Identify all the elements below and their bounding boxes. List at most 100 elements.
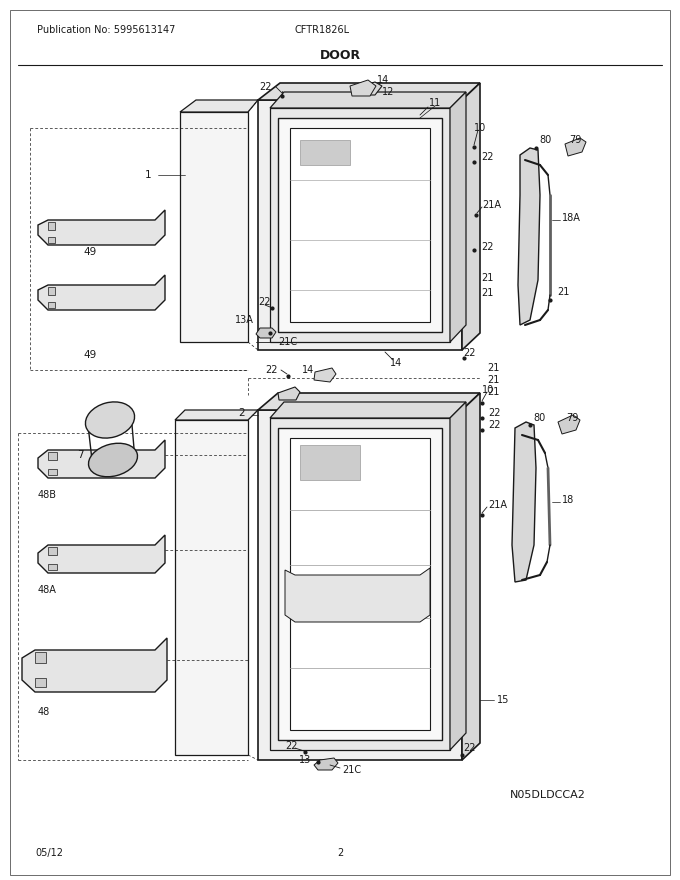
Text: 13A: 13A bbox=[235, 315, 254, 325]
Ellipse shape bbox=[88, 444, 137, 477]
Polygon shape bbox=[462, 393, 480, 760]
Polygon shape bbox=[48, 222, 55, 230]
Text: 22: 22 bbox=[481, 152, 494, 162]
Text: 10: 10 bbox=[482, 385, 494, 395]
Text: 49: 49 bbox=[84, 247, 97, 257]
Ellipse shape bbox=[86, 402, 135, 438]
Text: DOOR: DOOR bbox=[320, 48, 360, 62]
Text: 48: 48 bbox=[38, 707, 50, 717]
Text: Publication No: 5995613147: Publication No: 5995613147 bbox=[37, 25, 175, 35]
Polygon shape bbox=[258, 393, 480, 410]
Text: 15: 15 bbox=[497, 695, 509, 705]
Polygon shape bbox=[48, 469, 57, 475]
Polygon shape bbox=[180, 112, 248, 342]
Text: 80: 80 bbox=[534, 413, 546, 423]
Polygon shape bbox=[450, 92, 466, 342]
Text: CFTR1826L: CFTR1826L bbox=[295, 25, 350, 35]
Text: 10: 10 bbox=[474, 123, 486, 133]
Text: 21: 21 bbox=[481, 288, 494, 298]
Polygon shape bbox=[518, 148, 540, 325]
Polygon shape bbox=[48, 452, 57, 460]
Text: 2: 2 bbox=[239, 408, 245, 418]
Text: 22: 22 bbox=[481, 242, 494, 252]
Polygon shape bbox=[258, 83, 480, 100]
Polygon shape bbox=[48, 564, 57, 570]
Text: 22: 22 bbox=[464, 348, 476, 358]
Text: N05DLDCCA2: N05DLDCCA2 bbox=[510, 790, 586, 800]
Polygon shape bbox=[300, 140, 350, 165]
Text: 21C: 21C bbox=[278, 337, 297, 347]
Text: 12: 12 bbox=[381, 87, 394, 97]
Polygon shape bbox=[38, 535, 165, 573]
Text: 48B: 48B bbox=[38, 490, 57, 500]
Polygon shape bbox=[38, 210, 165, 245]
Text: 22: 22 bbox=[488, 420, 500, 430]
Polygon shape bbox=[35, 678, 46, 687]
Polygon shape bbox=[355, 82, 382, 95]
Text: 21C: 21C bbox=[342, 765, 361, 775]
Polygon shape bbox=[270, 402, 466, 418]
Text: 22: 22 bbox=[488, 408, 500, 418]
Text: 49: 49 bbox=[84, 350, 97, 360]
Polygon shape bbox=[285, 568, 430, 622]
Polygon shape bbox=[270, 92, 466, 108]
Text: 21: 21 bbox=[481, 273, 494, 283]
Text: 14: 14 bbox=[390, 358, 402, 368]
Polygon shape bbox=[35, 652, 46, 663]
Polygon shape bbox=[38, 275, 165, 310]
Polygon shape bbox=[256, 328, 276, 338]
Text: 22: 22 bbox=[286, 741, 299, 751]
Text: 14: 14 bbox=[377, 75, 389, 85]
Text: 48A: 48A bbox=[38, 585, 57, 595]
Polygon shape bbox=[22, 638, 167, 692]
Text: 22: 22 bbox=[260, 82, 272, 92]
Polygon shape bbox=[558, 415, 580, 434]
Polygon shape bbox=[278, 387, 300, 400]
Polygon shape bbox=[175, 420, 248, 755]
Polygon shape bbox=[48, 287, 55, 295]
Polygon shape bbox=[258, 410, 462, 760]
Polygon shape bbox=[565, 138, 586, 156]
Text: 21A: 21A bbox=[488, 500, 507, 510]
Text: 21: 21 bbox=[487, 387, 499, 397]
Text: 80: 80 bbox=[540, 135, 552, 145]
Polygon shape bbox=[180, 100, 258, 112]
Polygon shape bbox=[278, 428, 442, 740]
Polygon shape bbox=[38, 440, 165, 478]
Polygon shape bbox=[512, 422, 536, 582]
Text: 11: 11 bbox=[429, 98, 441, 108]
Text: 13: 13 bbox=[299, 755, 311, 765]
Polygon shape bbox=[314, 758, 338, 770]
Polygon shape bbox=[290, 128, 430, 322]
Text: 05/12: 05/12 bbox=[35, 848, 63, 858]
Polygon shape bbox=[48, 547, 57, 555]
Text: 21: 21 bbox=[487, 363, 499, 373]
Polygon shape bbox=[278, 118, 442, 332]
Text: 7: 7 bbox=[77, 450, 84, 460]
Polygon shape bbox=[290, 438, 430, 730]
Text: 79: 79 bbox=[566, 413, 578, 423]
Polygon shape bbox=[270, 108, 450, 342]
Polygon shape bbox=[258, 100, 462, 350]
Polygon shape bbox=[314, 368, 336, 382]
Polygon shape bbox=[300, 445, 360, 480]
Polygon shape bbox=[462, 83, 480, 350]
Text: 22: 22 bbox=[265, 365, 278, 375]
Polygon shape bbox=[270, 418, 450, 750]
Text: 18A: 18A bbox=[562, 213, 581, 223]
Text: 2: 2 bbox=[337, 848, 343, 858]
Polygon shape bbox=[350, 80, 376, 96]
Polygon shape bbox=[48, 302, 55, 308]
Text: 22: 22 bbox=[259, 297, 271, 307]
Text: 21: 21 bbox=[487, 375, 499, 385]
Polygon shape bbox=[450, 402, 466, 750]
Text: 21: 21 bbox=[557, 287, 569, 297]
Text: 22: 22 bbox=[464, 743, 476, 753]
Polygon shape bbox=[48, 237, 55, 243]
Text: 21A: 21A bbox=[482, 200, 501, 210]
Text: 18: 18 bbox=[562, 495, 574, 505]
Text: 14: 14 bbox=[302, 365, 314, 375]
Text: 1: 1 bbox=[145, 170, 152, 180]
Polygon shape bbox=[175, 410, 258, 420]
Text: 79: 79 bbox=[568, 135, 581, 145]
